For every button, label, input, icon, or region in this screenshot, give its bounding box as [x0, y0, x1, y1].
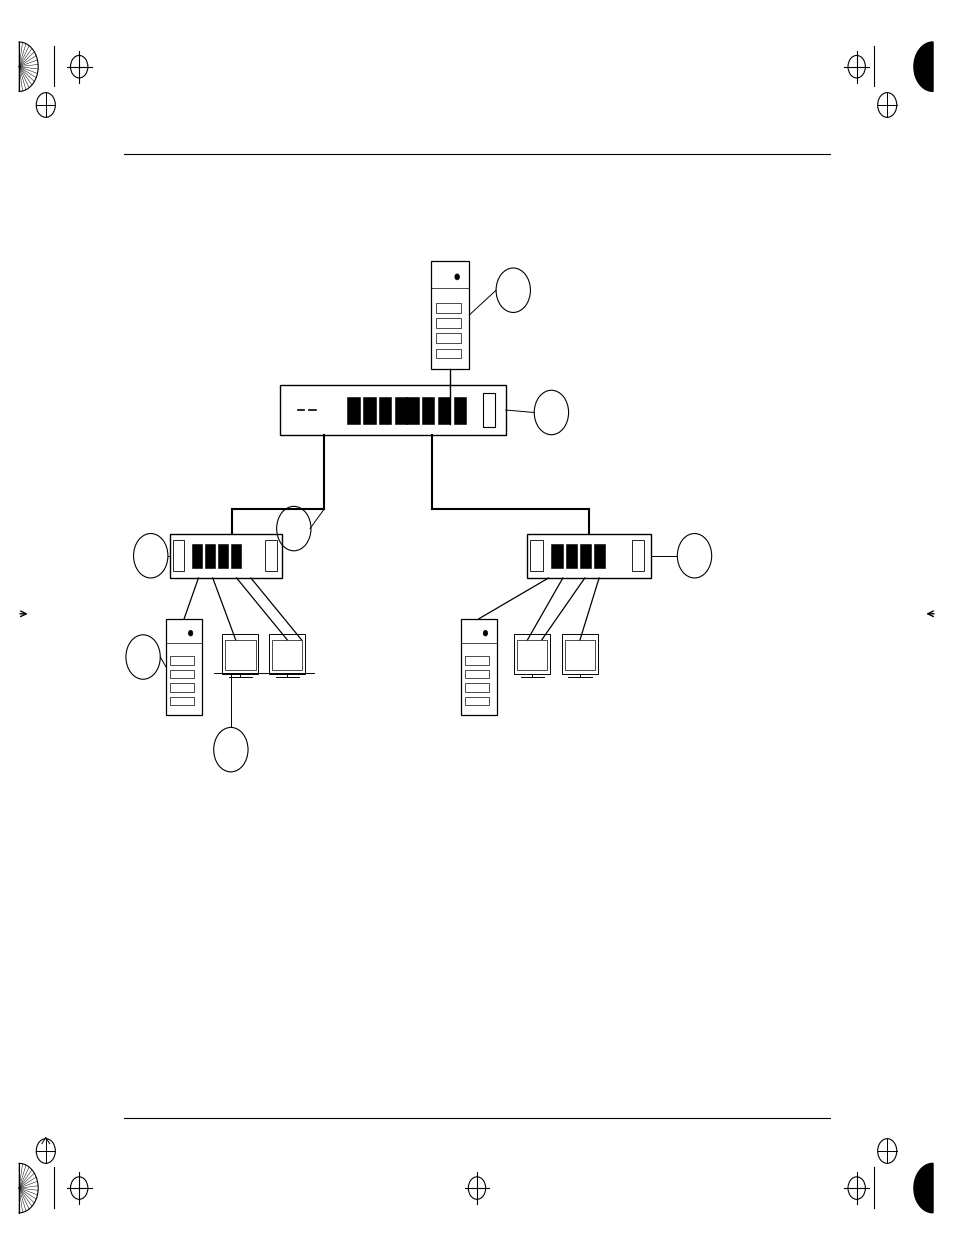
Bar [272, 640, 302, 671]
Bar [171, 697, 193, 705]
Bar [222, 635, 258, 674]
Bar [171, 669, 193, 678]
Bar [437, 396, 450, 424]
Bar [514, 635, 550, 674]
Bar [631, 540, 644, 572]
Polygon shape [913, 1163, 932, 1213]
Bar [436, 348, 460, 358]
Circle shape [189, 630, 193, 636]
Bar [363, 396, 375, 424]
Bar [551, 543, 562, 568]
Bar [579, 543, 591, 568]
Bar [594, 543, 605, 568]
Bar [465, 669, 488, 678]
Bar [465, 697, 488, 705]
Bar [406, 396, 418, 424]
Bar [225, 640, 255, 671]
Bar [279, 385, 505, 435]
Bar [395, 396, 407, 424]
Bar [530, 540, 542, 572]
Bar [231, 543, 241, 568]
Bar [564, 640, 595, 671]
Bar [436, 303, 460, 312]
Bar [453, 396, 466, 424]
Bar [565, 543, 577, 568]
Bar [378, 396, 391, 424]
Bar [171, 656, 193, 664]
Polygon shape [913, 42, 932, 91]
Bar [205, 543, 215, 568]
Bar [465, 683, 488, 692]
Circle shape [483, 630, 487, 636]
Bar [166, 619, 202, 715]
Bar [436, 319, 460, 329]
Bar [465, 656, 488, 664]
Bar [218, 543, 228, 568]
Bar [561, 635, 598, 674]
Bar [173, 540, 184, 572]
Bar [431, 261, 469, 369]
Bar [193, 543, 202, 568]
Bar [517, 640, 547, 671]
Bar [347, 396, 359, 424]
Bar [170, 534, 282, 578]
Bar [482, 393, 495, 427]
Circle shape [455, 274, 459, 280]
Bar [436, 333, 460, 343]
Bar [171, 683, 193, 692]
Bar [269, 635, 305, 674]
Bar [265, 540, 276, 572]
Bar [421, 396, 434, 424]
Bar [526, 534, 650, 578]
Bar [460, 619, 497, 715]
